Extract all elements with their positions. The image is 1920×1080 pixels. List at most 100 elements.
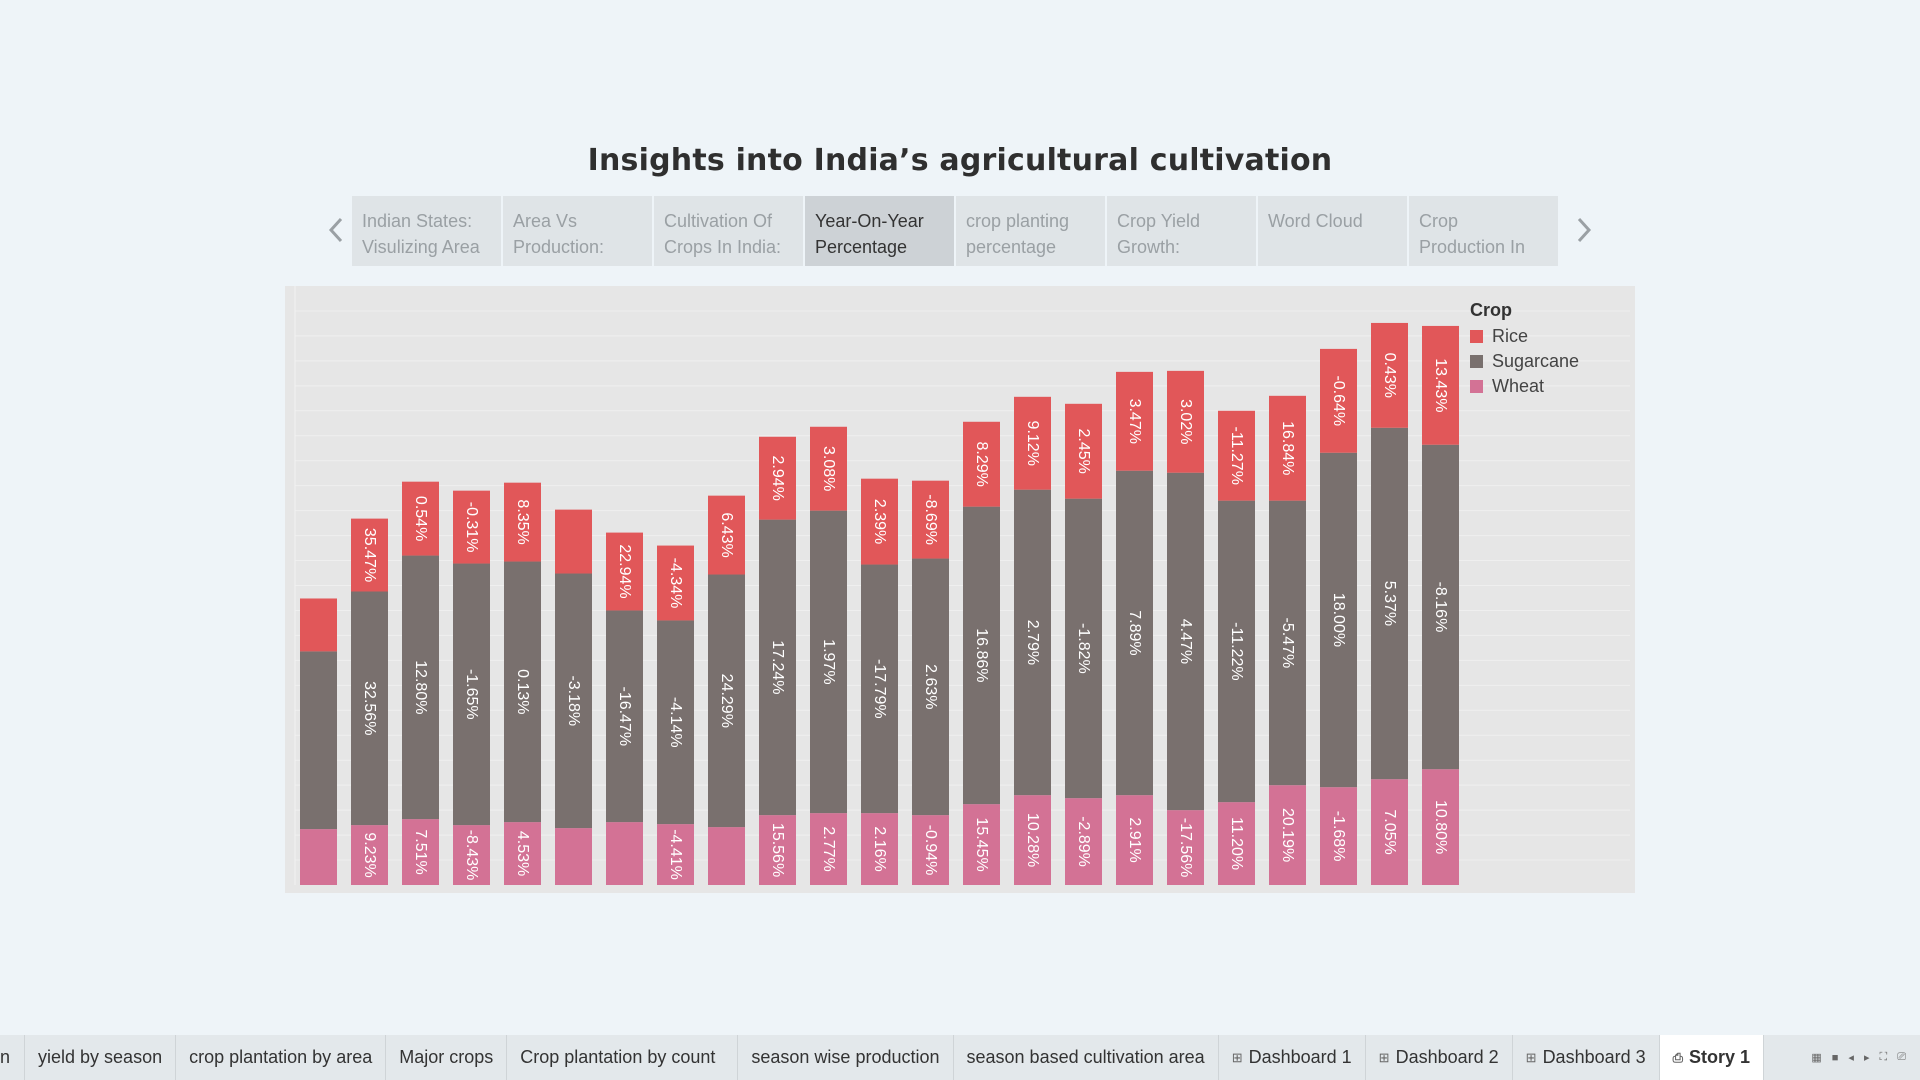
bar-wheat[interactable]: [402, 819, 439, 885]
bar-wheat[interactable]: [1422, 769, 1459, 885]
sheet-tab-season-cultivation-area[interactable]: season based cultivation area: [954, 1035, 1219, 1080]
sheet-tab-crop-plantation-area[interactable]: crop plantation by area: [176, 1035, 387, 1080]
bar-wheat[interactable]: [1371, 779, 1408, 885]
bar-sugarcane[interactable]: [1371, 427, 1408, 780]
legend-swatch-wheat: [1470, 380, 1483, 393]
bar-wheat[interactable]: [912, 815, 949, 885]
bar-rice[interactable]: [1269, 395, 1306, 501]
bar-rice[interactable]: [912, 480, 949, 559]
prev-sheet-icon[interactable]: ◂: [1848, 1052, 1854, 1064]
legend-item-rice[interactable]: Rice: [1470, 324, 1579, 349]
bar-rice[interactable]: [963, 421, 1000, 507]
bar-rice[interactable]: [351, 518, 388, 592]
bar-rice[interactable]: [1371, 322, 1408, 428]
bar-sugarcane[interactable]: [1116, 470, 1153, 796]
bar-rice[interactable]: [300, 598, 337, 652]
sheet-tab-dashboard-1[interactable]: ⊞ Dashboard 1: [1219, 1035, 1366, 1080]
bar-rice[interactable]: [606, 532, 643, 611]
bar-wheat[interactable]: [555, 828, 592, 885]
bar-wheat[interactable]: [1065, 798, 1102, 885]
bar-sugarcane[interactable]: [1218, 500, 1255, 803]
bar-wheat[interactable]: [1269, 785, 1306, 885]
bar-rice[interactable]: [504, 482, 541, 562]
bar-rice[interactable]: [1014, 396, 1051, 490]
bar-rice[interactable]: [555, 509, 592, 574]
grid-view-icon[interactable]: ▦: [1811, 1052, 1822, 1064]
bar-sugarcane[interactable]: [1422, 444, 1459, 770]
bar-rice[interactable]: [1167, 370, 1204, 473]
bar-sugarcane[interactable]: [606, 610, 643, 823]
bar-rice[interactable]: [1320, 348, 1357, 453]
bar-rice[interactable]: [1218, 410, 1255, 501]
bar-sugarcane[interactable]: [300, 651, 337, 830]
bar-rice[interactable]: [1116, 371, 1153, 471]
bar-rice[interactable]: [810, 426, 847, 511]
next-sheet-icon[interactable]: ▸: [1863, 1052, 1870, 1064]
bar-wheat[interactable]: [759, 815, 796, 885]
bar-sugarcane[interactable]: [708, 574, 745, 828]
story-point-yield-growth[interactable]: Crop Yield Growth:: [1107, 196, 1256, 266]
bar-sugarcane[interactable]: [402, 555, 439, 820]
sheet-tab-major-crops[interactable]: Major crops: [386, 1035, 508, 1080]
bar-rice[interactable]: [657, 545, 694, 621]
bar-wheat[interactable]: [1116, 795, 1153, 885]
bar-rice[interactable]: [1422, 325, 1459, 445]
story-point-cultivation[interactable]: Cultivation Of Crops In India:: [654, 196, 803, 266]
sheet-tab-dashboard-2[interactable]: ⊞ Dashboard 2: [1366, 1035, 1513, 1080]
bar-wheat[interactable]: [1167, 810, 1204, 885]
story-point-word-cloud[interactable]: Word Cloud: [1258, 196, 1407, 266]
bar-sugarcane[interactable]: [453, 563, 490, 826]
bar-sugarcane[interactable]: [351, 591, 388, 826]
bar-wheat[interactable]: [810, 813, 847, 885]
bar-sugarcane[interactable]: [963, 506, 1000, 805]
bar-wheat[interactable]: [351, 825, 388, 885]
bar-sugarcane[interactable]: [861, 564, 898, 814]
bar-rice[interactable]: [1065, 403, 1102, 499]
story-point-states[interactable]: Indian States: Visulizing Area: [352, 196, 501, 266]
sheet-tab-partial[interactable]: n: [0, 1035, 26, 1080]
bar-wheat[interactable]: [1320, 787, 1357, 885]
story-point-yoy-percentage[interactable]: Year-On-Year Percentage: [805, 196, 954, 266]
bar-wheat[interactable]: [1218, 802, 1255, 885]
chevron-right-icon[interactable]: [1572, 215, 1596, 245]
bar-wheat[interactable]: [1014, 795, 1051, 885]
sheet-tab-dashboard-3[interactable]: ⊞ Dashboard 3: [1513, 1035, 1660, 1080]
bar-sugarcane[interactable]: [810, 510, 847, 814]
bar-rice[interactable]: [708, 495, 745, 575]
bar-sugarcane[interactable]: [1065, 498, 1102, 799]
sheet-tab-story-1[interactable]: ⎙ Story 1: [1659, 1035, 1765, 1080]
bar-sugarcane[interactable]: [504, 561, 541, 823]
legend-item-wheat[interactable]: Wheat: [1470, 374, 1579, 399]
bar-sugarcane[interactable]: [555, 573, 592, 829]
bar-wheat[interactable]: [606, 822, 643, 885]
fullscreen-icon[interactable]: ⛶: [1879, 1051, 1888, 1063]
bar-sugarcane[interactable]: [1167, 472, 1204, 811]
legend-item-sugarcane[interactable]: Sugarcane: [1470, 349, 1579, 374]
bar-sugarcane[interactable]: [912, 558, 949, 816]
story-point-area-production[interactable]: Area Vs Production:: [503, 196, 652, 266]
bar-rice[interactable]: [402, 481, 439, 556]
bar-wheat[interactable]: [657, 824, 694, 885]
bar-wheat[interactable]: [453, 825, 490, 885]
filmstrip-icon[interactable]: ■: [1831, 1051, 1839, 1064]
chevron-left-icon[interactable]: [324, 215, 348, 245]
bar-wheat[interactable]: [963, 804, 1000, 885]
sheet-tab-yield-by-season[interactable]: yield by season: [25, 1035, 177, 1080]
story-point-planting-percentage[interactable]: crop planting percentage: [956, 196, 1105, 266]
bar-wheat[interactable]: [300, 829, 337, 885]
bar-sugarcane[interactable]: [1014, 489, 1051, 796]
bar-rice[interactable]: [759, 436, 796, 520]
bar-sugarcane[interactable]: [1269, 500, 1306, 786]
bar-wheat[interactable]: [708, 827, 745, 885]
bar-sugarcane[interactable]: [657, 620, 694, 825]
sheet-tab-crop-plantation-count[interactable]: Crop plantation by count: [507, 1035, 739, 1080]
present-icon[interactable]: ⎚: [1897, 1051, 1906, 1063]
story-point-crop-production[interactable]: Crop Production In: [1409, 196, 1558, 266]
bar-rice[interactable]: [453, 490, 490, 564]
bar-rice[interactable]: [861, 478, 898, 565]
sheet-tab-season-wise-production[interactable]: season wise production: [738, 1035, 954, 1080]
bar-sugarcane[interactable]: [1320, 452, 1357, 788]
bar-wheat[interactable]: [861, 813, 898, 885]
bar-sugarcane[interactable]: [759, 519, 796, 816]
bar-wheat[interactable]: [504, 822, 541, 885]
